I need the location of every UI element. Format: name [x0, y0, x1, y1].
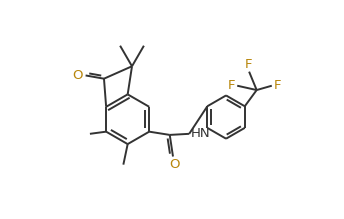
Text: O: O	[73, 69, 83, 82]
Text: F: F	[244, 58, 252, 71]
Text: HN: HN	[190, 127, 210, 140]
Text: F: F	[273, 79, 281, 92]
Text: O: O	[169, 158, 179, 171]
Text: F: F	[228, 79, 236, 92]
